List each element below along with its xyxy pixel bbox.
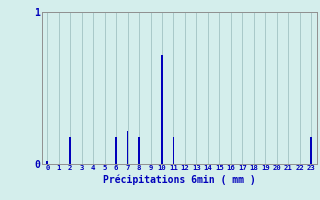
Bar — [161, 55, 163, 164]
Bar — [172, 137, 174, 164]
Bar — [127, 131, 128, 164]
Bar — [138, 137, 140, 164]
Bar — [46, 161, 48, 164]
Bar — [310, 137, 312, 164]
Bar — [115, 137, 117, 164]
Bar — [69, 137, 71, 164]
X-axis label: Précipitations 6min ( mm ): Précipitations 6min ( mm ) — [103, 174, 256, 185]
